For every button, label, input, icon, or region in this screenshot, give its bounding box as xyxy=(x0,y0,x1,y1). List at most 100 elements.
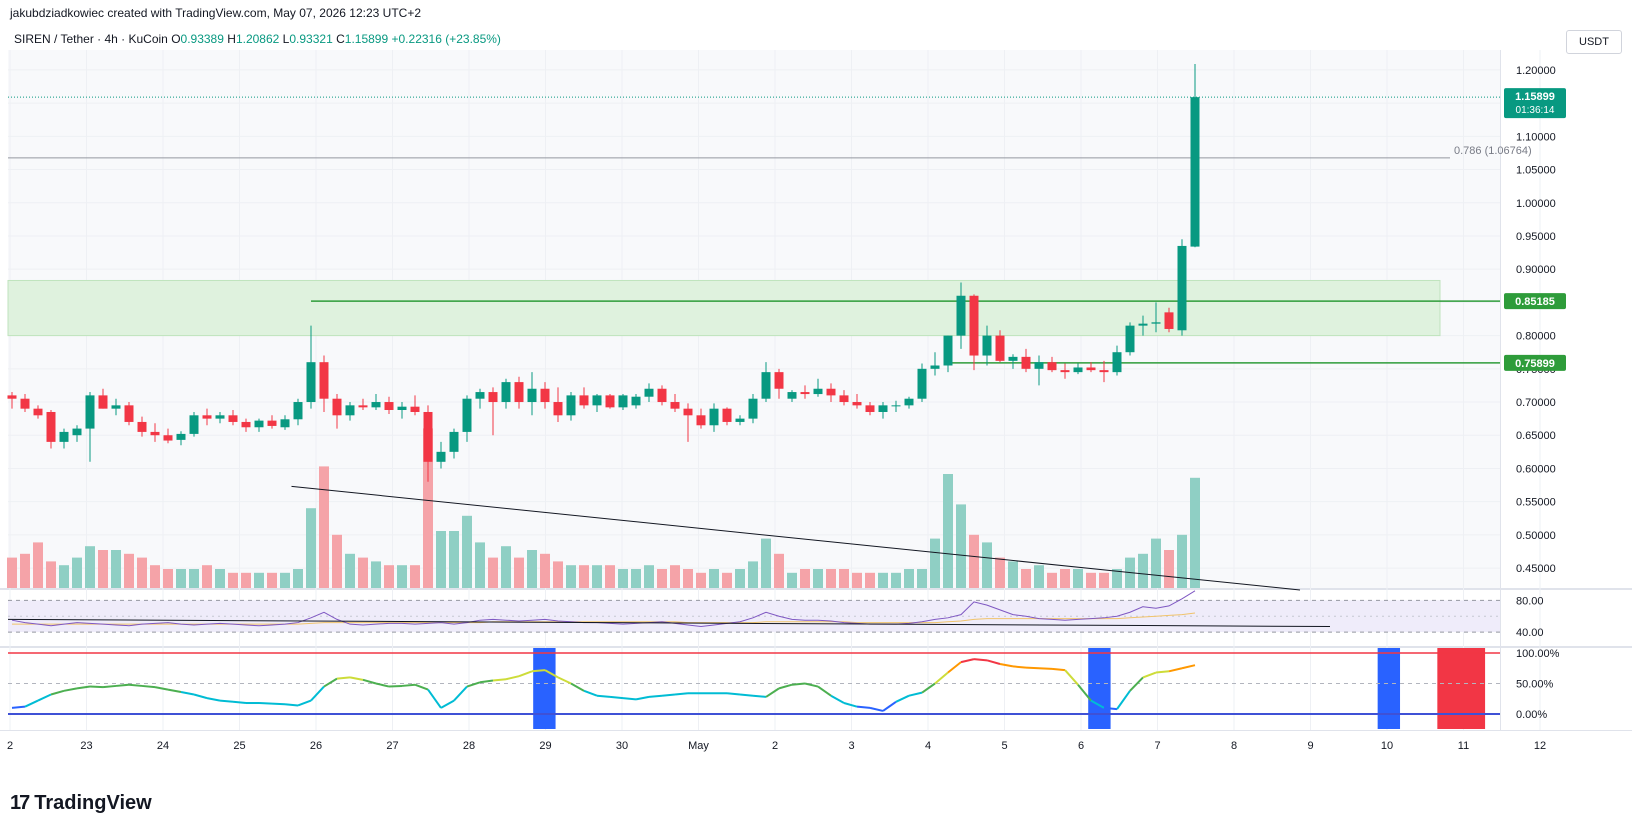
low-value: 0.93321 xyxy=(289,32,333,46)
x-tick-label: 26 xyxy=(310,740,322,752)
candle-body xyxy=(267,420,277,426)
candle-body xyxy=(1138,323,1148,326)
oscillator-2-segment xyxy=(388,684,403,688)
y-tick-label: 0.65000 xyxy=(1516,430,1556,442)
volume-bar xyxy=(865,572,875,588)
level-price-label: 0.75899 xyxy=(1515,358,1555,370)
oscillator-2-segment xyxy=(544,669,559,679)
candle-body xyxy=(371,402,381,408)
tradingview-logo-icon: 17 xyxy=(10,792,30,814)
candle-body xyxy=(501,382,511,403)
candle-body xyxy=(189,415,199,434)
level-price-label: 0.85185 xyxy=(1515,296,1555,308)
oscillator-2-segment xyxy=(24,699,39,708)
oscillator-2-segment xyxy=(349,676,364,681)
x-tick-label: 12 xyxy=(1534,740,1546,752)
oscillator-2-highlight xyxy=(1377,648,1401,729)
oscillator-2-segment xyxy=(479,679,494,684)
x-tick-label: 29 xyxy=(539,740,551,752)
volume-bar xyxy=(280,572,290,588)
volume-bar xyxy=(579,565,589,588)
volume-bar xyxy=(839,569,849,588)
oscillator-2-segment xyxy=(1012,665,1027,669)
x-tick-label: 10 xyxy=(1381,740,1393,752)
y-tick-label: 0.45000 xyxy=(1516,563,1556,575)
candle-body xyxy=(1060,370,1070,373)
oscillator-2-segment xyxy=(752,694,767,698)
oscillator-2-segment xyxy=(973,658,988,662)
candle-body xyxy=(592,395,602,406)
oscillator-2-segment xyxy=(596,694,611,698)
x-tick-label: 11 xyxy=(1458,740,1469,752)
candle-body xyxy=(137,421,147,432)
fib-level-label: 0.786 (1.06764) xyxy=(1454,145,1532,157)
candle-body xyxy=(345,405,355,416)
volume-bar xyxy=(1021,569,1031,588)
volume-bar xyxy=(657,569,667,588)
candle-body xyxy=(150,431,160,436)
oscillator-2-segment xyxy=(1090,699,1105,709)
volume-bar xyxy=(852,572,862,588)
oscillator-2-segment xyxy=(401,683,416,687)
oscillator-2-segment xyxy=(1051,667,1066,672)
oscillator-2-segment xyxy=(739,693,754,697)
time-axis-border xyxy=(0,730,1632,731)
candle-body xyxy=(1086,367,1096,371)
candle-body xyxy=(540,388,550,403)
x-tick-label: 2 xyxy=(772,740,778,752)
oscillator-2-segment xyxy=(778,683,793,690)
price-axis-border xyxy=(1500,50,1501,730)
currency-selector[interactable]: USDT xyxy=(1566,30,1622,54)
y-tick-label: 1.20000 xyxy=(1516,65,1556,77)
candle-body xyxy=(306,362,316,403)
volume-bar xyxy=(410,565,420,588)
volume-bar xyxy=(423,428,433,588)
candle-body xyxy=(475,392,485,399)
oscillator-2-segment xyxy=(180,691,195,696)
volume-bar xyxy=(826,569,836,588)
candle-body xyxy=(7,395,17,399)
volume-bar xyxy=(878,572,888,588)
x-tick-label: 5 xyxy=(1001,740,1007,752)
oscillator-2-highlight xyxy=(1437,648,1486,729)
volume-bar xyxy=(631,569,641,588)
candle-body xyxy=(1190,97,1200,247)
chart-canvas[interactable]: 2 23 24 25 26 27 28 29 30 May 2 3 4 5 6 7 8 9 10 11 121.2000… xyxy=(0,0,1632,790)
volume-bar xyxy=(618,569,628,588)
oscillator-2-segment xyxy=(336,676,351,680)
candle-body xyxy=(280,419,290,428)
volume-bar xyxy=(436,531,446,588)
oscillator-2-segment xyxy=(141,684,156,689)
oscillator-2-segment xyxy=(895,694,910,703)
volume-bar xyxy=(1008,561,1018,588)
oscillator-2-segment xyxy=(817,685,832,697)
oscillator-2-segment xyxy=(609,695,624,700)
logo-text: TradingView xyxy=(34,792,152,814)
y-tick-label: 0.90000 xyxy=(1516,264,1556,276)
x-tick-label: 9 xyxy=(1307,740,1313,752)
candle-body xyxy=(657,388,667,403)
volume-bar xyxy=(384,565,394,588)
y-tick-label: 0.70000 xyxy=(1516,397,1556,409)
y-tick-label: 1.00000 xyxy=(1516,198,1556,210)
candle-body xyxy=(514,382,524,403)
pane-separator xyxy=(0,588,1632,590)
volume-bar xyxy=(891,572,901,588)
candle-body xyxy=(254,420,264,428)
candle-body xyxy=(904,398,914,406)
volume-bar xyxy=(956,504,966,588)
oscillator-2-segment xyxy=(843,702,858,708)
volume-bar xyxy=(124,553,134,588)
oscillator-2-segment xyxy=(986,659,1001,665)
level-price-tag xyxy=(1504,293,1566,310)
volume-bar xyxy=(1138,553,1148,588)
chart-caption: jakubdziadkowiec created with TradingVie… xyxy=(10,6,422,20)
candle-body xyxy=(241,421,251,428)
candle-body xyxy=(228,415,238,422)
symbol-name[interactable]: SIREN / Tether · 4h · KuCoin xyxy=(14,32,168,46)
volume-bar xyxy=(787,572,797,588)
open-label: O xyxy=(171,32,181,46)
x-tick-label: 8 xyxy=(1231,740,1237,752)
candle-body xyxy=(46,411,56,442)
volume-bar xyxy=(20,553,30,588)
